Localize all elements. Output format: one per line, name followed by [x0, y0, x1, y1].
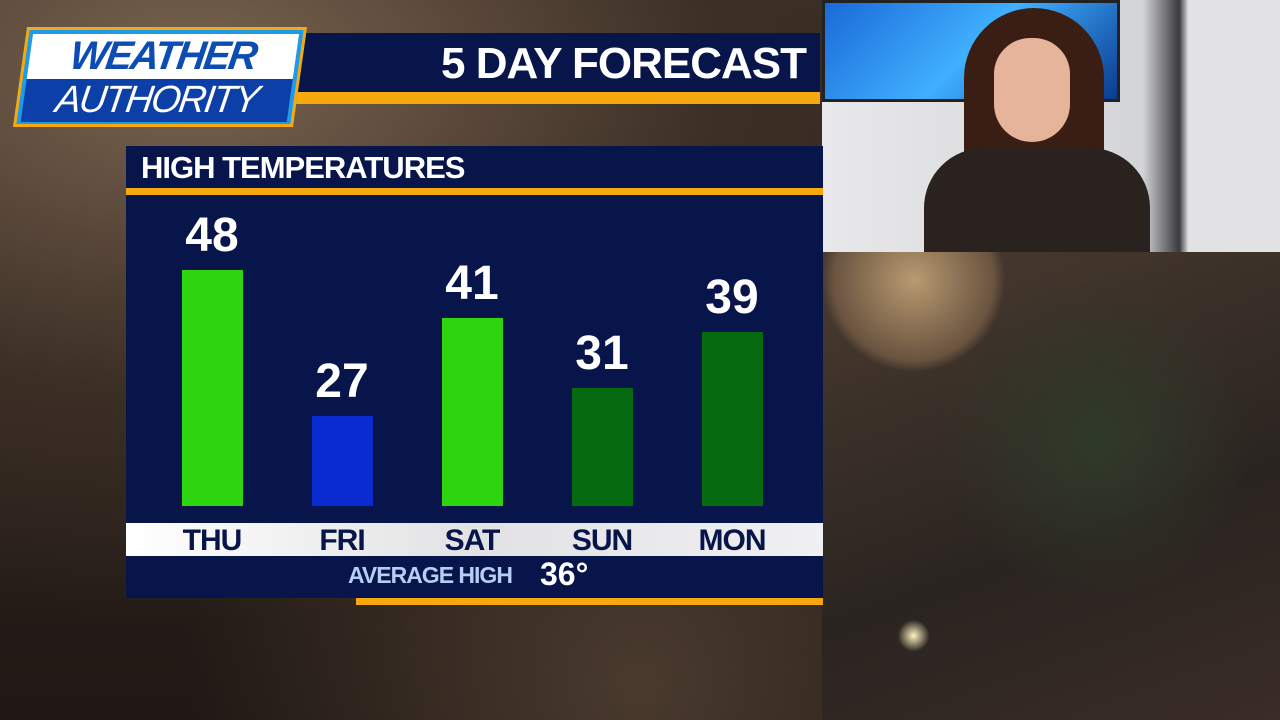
bar-fri	[312, 415, 373, 506]
day-label: FRI	[319, 524, 365, 557]
day-label: MON	[698, 524, 767, 557]
presenter	[924, 8, 1150, 252]
chart-title: HIGH TEMPERATURES	[141, 150, 465, 185]
value-label: 41	[445, 257, 499, 311]
day-label: SAT	[444, 524, 501, 557]
logo-line2: AUTHORITY	[20, 79, 293, 122]
high-temperatures-chart: HIGH TEMPERATURES THU FRI SAT SUN MON AVERAG…	[126, 146, 823, 598]
day-labels-strip: THU FRI SAT SUN MON	[126, 523, 823, 557]
bottom-accent-line	[356, 598, 823, 605]
weather-authority-logo: WEATHER AUTHORITY	[12, 27, 308, 127]
bar-sat	[442, 318, 503, 506]
value-label: 39	[705, 271, 759, 325]
average-high-label: AVERAGE HIGH	[348, 562, 513, 588]
day-label: SUN	[571, 524, 633, 557]
value-label: 48	[185, 208, 239, 262]
banner-accent-line	[280, 92, 820, 104]
day-label: THU	[182, 524, 243, 557]
logo-line1: WEATHER	[26, 34, 300, 79]
title-banner: 5 DAY FORECAST	[280, 33, 820, 92]
bar-mon	[702, 332, 763, 506]
value-label: 27	[315, 354, 369, 408]
banner-title: 5 DAY FORECAST	[441, 39, 807, 88]
christmas-tree-photo	[822, 252, 1280, 720]
bar-sun	[572, 387, 633, 506]
average-high-value: 36°	[540, 556, 589, 592]
presenter-video	[822, 0, 1280, 252]
title-accent-line	[126, 188, 823, 195]
value-label: 31	[575, 326, 629, 380]
bar-thu	[182, 269, 243, 506]
